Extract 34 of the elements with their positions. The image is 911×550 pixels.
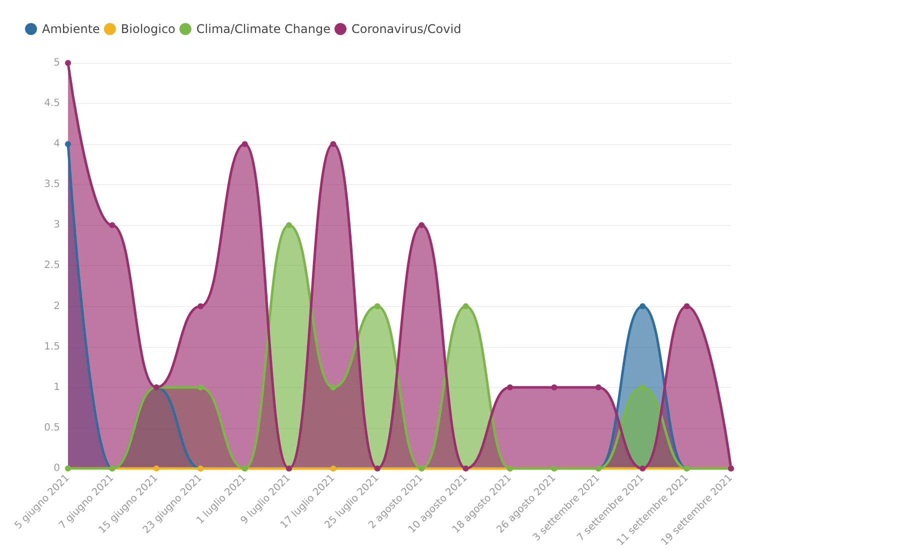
point: [640, 384, 646, 390]
point: [507, 384, 513, 390]
point: [551, 384, 558, 390]
y-tick-label: 3.5: [44, 179, 60, 190]
legend-label: Coronavirus/Covid: [351, 22, 462, 36]
point: [242, 141, 248, 148]
y-tick-label: 2.5: [44, 260, 60, 272]
point: [65, 141, 71, 148]
y-tick-label: 1: [54, 382, 60, 393]
point: [418, 222, 425, 228]
y-tick-label: 0.5: [44, 422, 60, 434]
point: [640, 303, 646, 310]
point: [153, 465, 160, 472]
legend-label: Clima/Climate Change: [196, 22, 330, 36]
legend-label: Biologico: [120, 22, 176, 36]
point: [684, 303, 690, 310]
point: [330, 141, 336, 148]
point: [198, 303, 204, 310]
y-tick-label: 0: [54, 462, 60, 474]
point: [595, 384, 602, 390]
y-tick-label: 5: [54, 58, 60, 68]
y-tick-label: 2: [54, 300, 60, 312]
point: [462, 303, 469, 310]
y-tick-label: 4.5: [44, 98, 60, 110]
y-tick-label: 3: [54, 220, 60, 231]
point: [374, 303, 380, 310]
legend-label: Ambiente: [42, 22, 100, 36]
point: [65, 60, 71, 66]
point: [330, 384, 336, 390]
point: [198, 384, 204, 390]
y-tick-label: 4: [54, 138, 60, 150]
y-tick-label: 1.5: [44, 341, 60, 352]
point: [286, 222, 292, 228]
point: [109, 222, 116, 228]
